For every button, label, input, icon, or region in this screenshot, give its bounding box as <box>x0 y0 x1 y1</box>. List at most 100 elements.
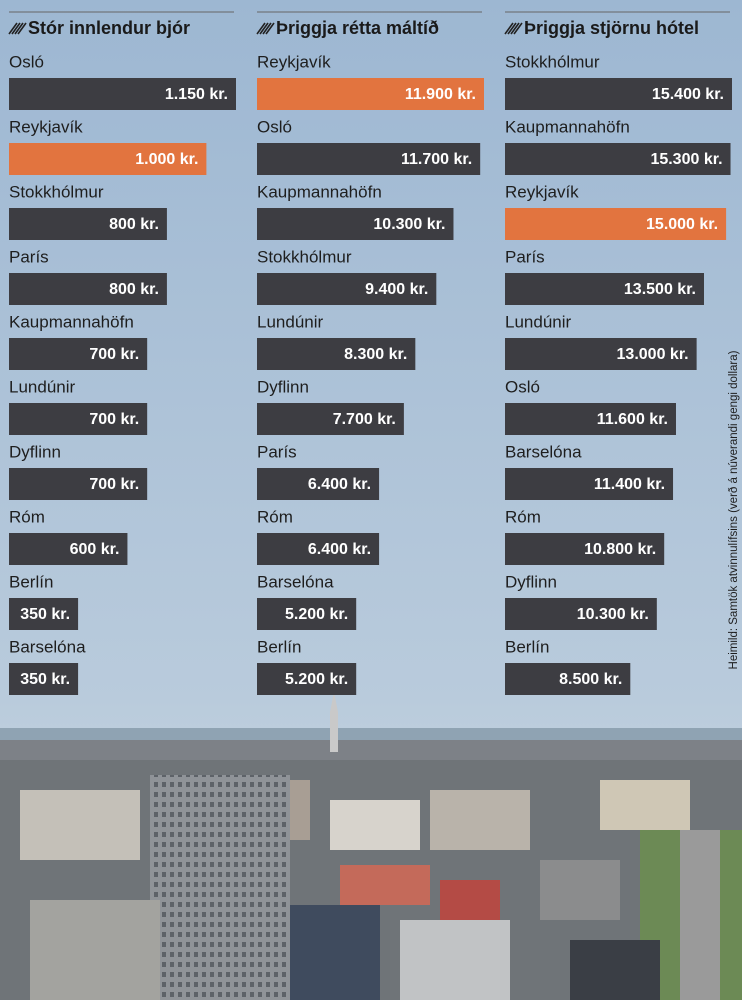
icon-hatch <box>256 22 266 35</box>
bar <box>505 598 657 630</box>
value-label: 15.300 kr. <box>650 151 722 168</box>
value-label: 800 kr. <box>109 281 159 298</box>
bar <box>505 663 631 695</box>
category-label: París <box>257 442 297 461</box>
city-photo <box>0 692 742 1000</box>
value-label: 15.000 kr. <box>646 216 718 233</box>
bar <box>505 338 697 370</box>
bar <box>257 468 380 500</box>
bar <box>257 143 481 175</box>
bar <box>257 663 357 695</box>
category-label: Reykjavík <box>257 52 331 71</box>
bar <box>257 273 437 305</box>
bar <box>9 468 148 500</box>
icon-hatch <box>265 22 275 35</box>
bar <box>9 663 79 695</box>
category-label: Reykjavík <box>9 117 83 136</box>
value-label: 5.200 kr. <box>285 671 348 688</box>
bar <box>505 273 704 305</box>
icon-hatch <box>8 22 18 35</box>
title-icon <box>504 22 523 35</box>
icon-hatch <box>262 22 272 35</box>
value-label: 11.400 kr. <box>594 476 665 493</box>
title-icon <box>8 22 27 35</box>
category-label: Róm <box>9 507 45 526</box>
bar <box>9 403 148 435</box>
bar <box>257 598 357 630</box>
value-label: 11.600 kr. <box>597 411 668 428</box>
bar <box>257 338 416 370</box>
bar <box>9 78 236 110</box>
value-label: 700 kr. <box>89 346 139 363</box>
category-label: Stokkhólmur <box>505 52 600 71</box>
category-label: Barselóna <box>505 442 582 461</box>
category-label: Stokkhólmur <box>9 182 104 201</box>
value-label: 350 kr. <box>20 671 70 688</box>
title-icon <box>256 22 275 35</box>
category-label: Kaupmannahöfn <box>505 117 630 136</box>
category-label: París <box>9 247 49 266</box>
value-label: 8.500 kr. <box>559 671 622 688</box>
chart-title: Þriggja rétta máltíð <box>276 18 439 38</box>
category-label: Lundúnir <box>257 312 324 331</box>
category-label: Lundúnir <box>505 312 572 331</box>
category-label: Berlín <box>257 637 301 656</box>
category-label: Róm <box>257 507 293 526</box>
value-label: 13.500 kr. <box>624 281 696 298</box>
value-label: 15.400 kr. <box>652 86 724 103</box>
category-label: Osló <box>505 377 540 396</box>
bar <box>9 143 207 175</box>
bar <box>505 468 674 500</box>
icon-hatch <box>11 22 21 35</box>
category-label: Barselóna <box>9 637 86 656</box>
chart-title: Stór innlendur bjór <box>28 18 190 38</box>
bar-chart: Þriggja stjörnu hótel Stokkhólmur 15.400 k… <box>504 11 732 695</box>
source-note: Heimild: Samtök atvinnulífsins (verð á n… <box>728 350 740 669</box>
bar-chart: Stór innlendur bjór Osló 1.150 kr. Reykjaví… <box>8 11 236 695</box>
value-label: 700 kr. <box>89 476 139 493</box>
category-label: Berlín <box>9 572 53 591</box>
category-label: Lundúnir <box>9 377 76 396</box>
value-label: 6.400 kr. <box>308 476 371 493</box>
bar <box>9 338 148 370</box>
category-label: Dyflinn <box>9 442 61 461</box>
category-label: Dyflinn <box>257 377 309 396</box>
category-label: Reykjavík <box>505 182 579 201</box>
bar <box>9 533 128 565</box>
value-label: 11.900 kr. <box>405 86 476 103</box>
bar <box>257 78 484 110</box>
value-label: 1.000 kr. <box>135 151 198 168</box>
value-label: 10.300 kr. <box>373 216 445 233</box>
bar <box>257 208 454 240</box>
bar <box>505 533 665 565</box>
category-label: Stokkhólmur <box>257 247 352 266</box>
value-label: 600 kr. <box>70 541 120 558</box>
category-label: Róm <box>505 507 541 526</box>
value-label: 700 kr. <box>89 411 139 428</box>
category-label: Kaupmannahöfn <box>9 312 134 331</box>
icon-hatch <box>14 22 24 35</box>
bar <box>505 208 727 240</box>
bar <box>505 143 731 175</box>
value-label: 8.300 kr. <box>344 346 407 363</box>
category-label: Osló <box>9 52 44 71</box>
bar <box>257 403 404 435</box>
bar <box>257 533 380 565</box>
bar <box>9 598 79 630</box>
bar <box>9 273 167 305</box>
icon-hatch <box>507 22 517 35</box>
icon-hatch <box>513 22 523 35</box>
bar <box>9 208 167 240</box>
category-label: Barselóna <box>257 572 334 591</box>
icon-hatch <box>17 22 27 35</box>
value-label: 5.200 kr. <box>285 606 348 623</box>
value-label: 10.300 kr. <box>577 606 649 623</box>
icon-hatch <box>504 22 514 35</box>
category-label: Kaupmannahöfn <box>257 182 382 201</box>
category-label: Osló <box>257 117 292 136</box>
category-label: París <box>505 247 545 266</box>
icon-hatch <box>510 22 520 35</box>
bar <box>505 403 676 435</box>
value-label: 10.800 kr. <box>584 541 656 558</box>
